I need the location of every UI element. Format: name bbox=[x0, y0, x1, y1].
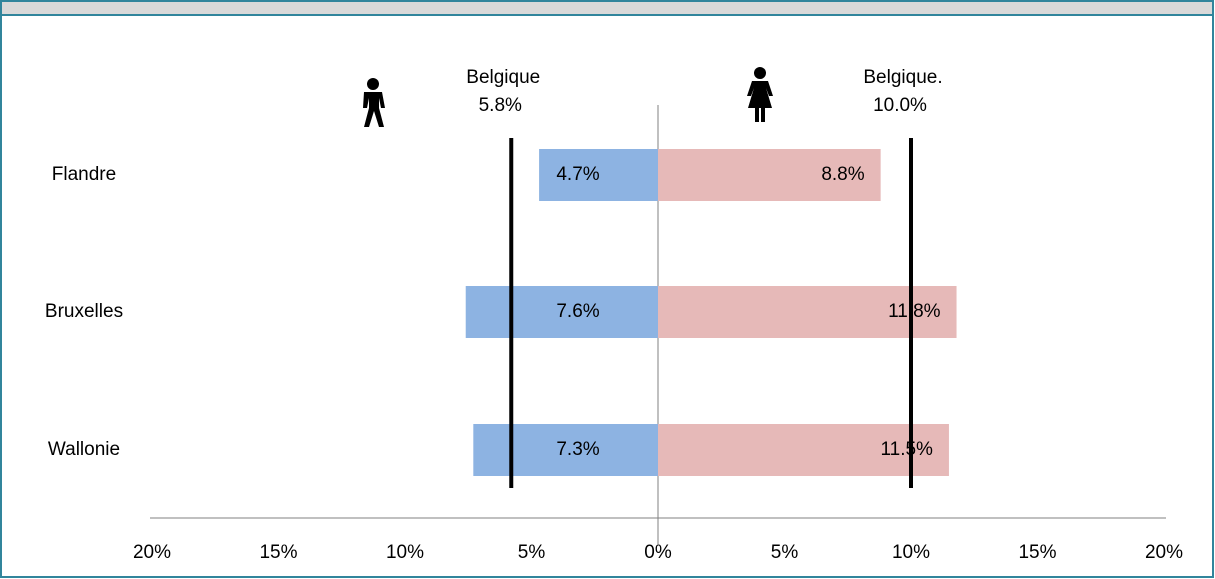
reference-label: Belgique bbox=[466, 67, 540, 88]
bar bbox=[658, 424, 949, 476]
x-tick-label: 10% bbox=[892, 542, 930, 563]
female-icon bbox=[747, 67, 773, 122]
reference-label: Belgique. bbox=[863, 67, 942, 88]
bar bbox=[465, 286, 658, 338]
x-tick-label: 0% bbox=[644, 542, 672, 563]
category-label: Flandre bbox=[52, 164, 116, 185]
x-tick-label: 5% bbox=[518, 542, 546, 563]
value-label: 7.3% bbox=[556, 439, 599, 460]
value-label: 8.8% bbox=[821, 164, 864, 185]
category-label: Bruxelles bbox=[45, 301, 123, 322]
x-tick-label: 20% bbox=[133, 542, 171, 563]
x-tick-label: 5% bbox=[771, 542, 799, 563]
value-label: 4.7% bbox=[556, 164, 599, 185]
bar bbox=[658, 149, 881, 201]
value-label: 7.6% bbox=[556, 301, 599, 322]
header-band bbox=[2, 2, 1212, 15]
reference-value-label: 10.0% bbox=[873, 95, 927, 116]
reference-value-label: 5.8% bbox=[479, 95, 522, 116]
value-label: 11.8% bbox=[888, 301, 941, 322]
bar bbox=[658, 286, 957, 338]
category-label: Wallonie bbox=[48, 439, 120, 460]
x-tick-label: 20% bbox=[1145, 542, 1183, 563]
male-icon bbox=[363, 78, 385, 127]
x-tick-label: 15% bbox=[259, 542, 297, 563]
bar bbox=[539, 149, 658, 201]
bar bbox=[473, 424, 658, 476]
x-tick-label: 15% bbox=[1018, 542, 1056, 563]
value-label: 11.5% bbox=[880, 439, 933, 460]
x-tick-label: 10% bbox=[386, 542, 424, 563]
